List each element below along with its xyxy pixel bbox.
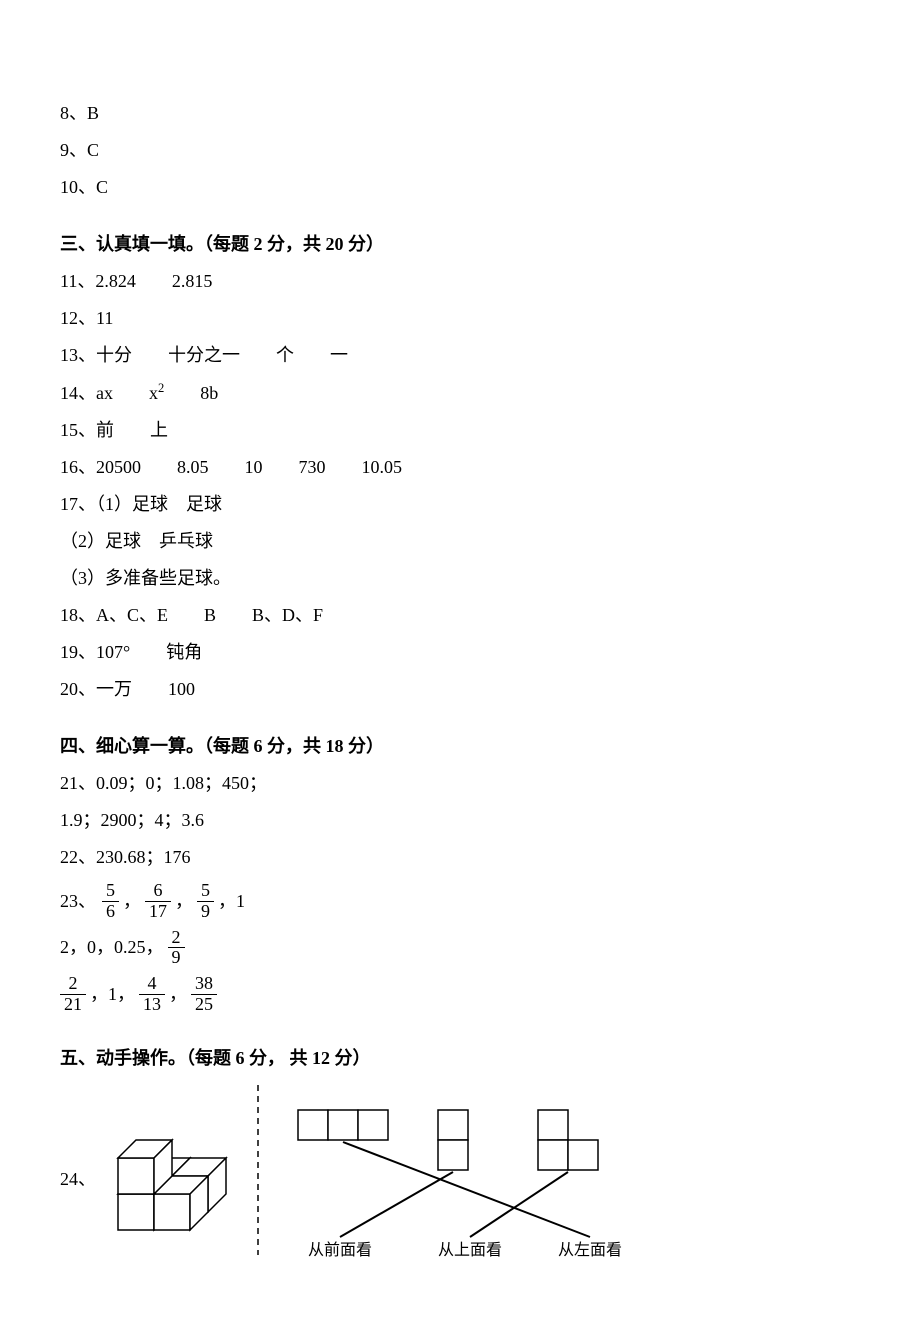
q23-row3: 221 ，1， 413 ， 3825 xyxy=(60,974,860,1015)
frac-4-13: 413 xyxy=(139,974,165,1015)
svg-text:从前面看: 从前面看 xyxy=(308,1241,372,1259)
section4-title: 四、细心算一算。（每题 6 分，共 18 分） xyxy=(60,733,860,760)
q20: 20、一万 100 xyxy=(60,676,860,703)
svg-text:从上面看: 从上面看 xyxy=(438,1241,502,1259)
frac-2-9: 29 xyxy=(168,928,185,969)
q13: 13、十分 十分之一 个 一 xyxy=(60,342,860,369)
frac-2-21: 221 xyxy=(60,974,86,1015)
frac-5-9: 59 xyxy=(197,881,214,922)
q12: 12、11 xyxy=(60,305,860,332)
q14: 14、ax x2 8b xyxy=(60,379,860,407)
answer-9: 9、C xyxy=(60,137,860,164)
answer-8-text: 8 xyxy=(60,103,69,123)
q23-row2: 2，0，0.25， 29 xyxy=(60,928,860,969)
q18: 18、A、C、E B B、D、F xyxy=(60,602,860,629)
frac-38-25: 3825 xyxy=(191,974,217,1015)
q19: 19、107° 钝角 xyxy=(60,639,860,666)
frac-5-6: 56 xyxy=(102,881,119,922)
q24: 24、 从前面看 从上面看 从左面看 xyxy=(60,1080,860,1280)
page-content: 8、B 9、C 10、C 三、认真填一填。（每题 2 分，共 20 分） 11、… xyxy=(0,0,920,1340)
q23-row1: 23、 56 ， 617 ， 59 ，1 xyxy=(60,881,860,922)
q21a: 21、0.09；0；1.08；450； xyxy=(60,770,860,797)
q17-1: 17、（1）足球 足球 xyxy=(60,491,860,518)
q24-diagram: 从前面看 从上面看 从左面看 xyxy=(108,1080,668,1280)
section3-title: 三、认真填一填。（每题 2 分，共 20 分） xyxy=(60,231,860,258)
answer-10: 10、C xyxy=(60,174,860,201)
q17-3: （3）多准备些足球。 xyxy=(60,565,860,592)
q15: 15、前 上 xyxy=(60,417,860,444)
frac-6-17: 617 xyxy=(145,881,171,922)
section5-title: 五、动手操作。（每题 6 分， 共 12 分） xyxy=(60,1045,860,1072)
svg-text:从左面看: 从左面看 xyxy=(558,1241,622,1259)
q22: 22、230.68；176 xyxy=(60,844,860,871)
answer-8: 8、B xyxy=(60,100,860,127)
q16: 16、20500 8.05 10 730 10.05 xyxy=(60,454,860,481)
q11: 11、2.824 2.815 xyxy=(60,268,860,295)
q24-label: 24、 xyxy=(60,1166,96,1193)
q21b: 1.9；2900；4；3.6 xyxy=(60,807,860,834)
q17-2: （2）足球 乒乓球 xyxy=(60,528,860,555)
